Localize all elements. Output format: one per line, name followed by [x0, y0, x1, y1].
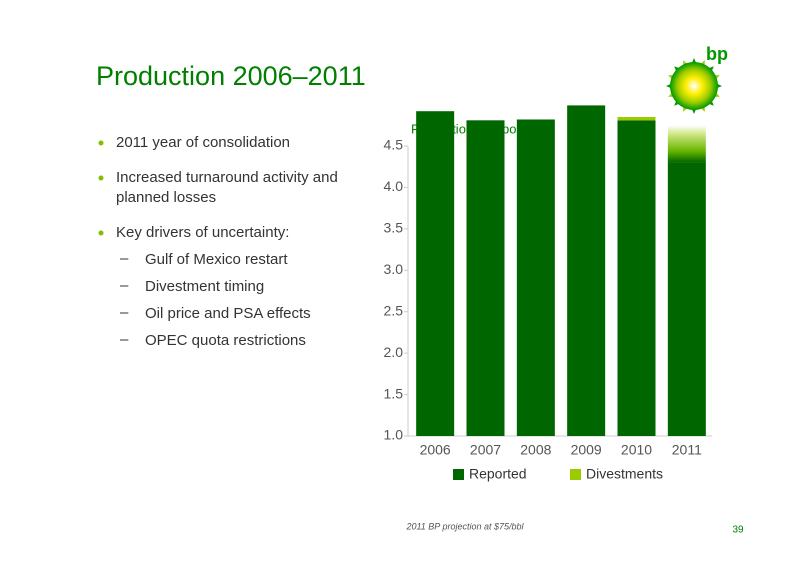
y-tick-label: 3.5 [384, 220, 404, 236]
subitem-text: Gulf of Mexico restart [145, 251, 288, 268]
bar-segment [466, 120, 505, 437]
sub-dash: – [120, 331, 129, 348]
subitem-text: OPEC quota restrictions [145, 332, 306, 349]
subitem-text: Divestment timing [145, 278, 264, 295]
bp-logo: bp [666, 44, 728, 114]
sub-dash: – [120, 304, 129, 321]
legend-swatch [570, 469, 581, 480]
bar-segment [667, 125, 706, 163]
bar-segment [667, 162, 706, 437]
y-tick-label: 4.0 [384, 178, 404, 194]
legend-label: Divestments [586, 466, 663, 482]
y-tick-label: 2.5 [384, 302, 404, 318]
bar-segment [617, 120, 656, 437]
x-tick-label: 2009 [571, 442, 602, 458]
sub-dash: – [120, 250, 129, 267]
x-tick-label: 2011 [672, 442, 702, 458]
bullet-text: planned losses [116, 189, 216, 206]
legend-swatch [453, 469, 464, 480]
y-tick-label: 2.0 [384, 344, 404, 360]
bullet-dot [98, 175, 104, 181]
y-tick-label: 1.0 [384, 427, 404, 443]
footnote: 2011 BP projection at $75/bbl [405, 521, 524, 531]
bullet-text: Increased turnaround activity and [116, 169, 338, 186]
bullet-dot [98, 230, 104, 236]
bullet-text: 2011 year of consolidation [116, 134, 290, 151]
slide-title: Production 2006–2011 [96, 61, 366, 91]
logo-sun [670, 62, 718, 110]
bar-segment [416, 111, 455, 436]
bar-segment [567, 105, 606, 437]
x-tick-label: 2008 [520, 442, 551, 458]
y-tick-label: 3.0 [384, 261, 404, 277]
x-tick-label: 2007 [470, 442, 501, 458]
page-number: 39 [732, 525, 744, 536]
x-tick-label: 2010 [621, 442, 652, 458]
legend-label: Reported [469, 466, 527, 482]
logo-text: bp [706, 44, 728, 64]
bullet-dot [98, 140, 104, 146]
y-tick-label: 1.5 [384, 385, 404, 401]
x-tick-label: 2006 [420, 442, 451, 458]
bar-segment [516, 119, 555, 436]
bar-segment [617, 117, 656, 121]
bullet-text: Key drivers of uncertainty: [116, 224, 289, 241]
y-tick-label: 4.5 [384, 137, 404, 153]
subitem-text: Oil price and PSA effects [145, 305, 311, 322]
sub-dash: – [120, 277, 129, 294]
